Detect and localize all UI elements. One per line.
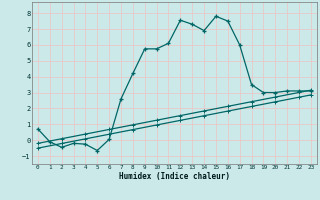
X-axis label: Humidex (Indice chaleur): Humidex (Indice chaleur) [119,172,230,181]
